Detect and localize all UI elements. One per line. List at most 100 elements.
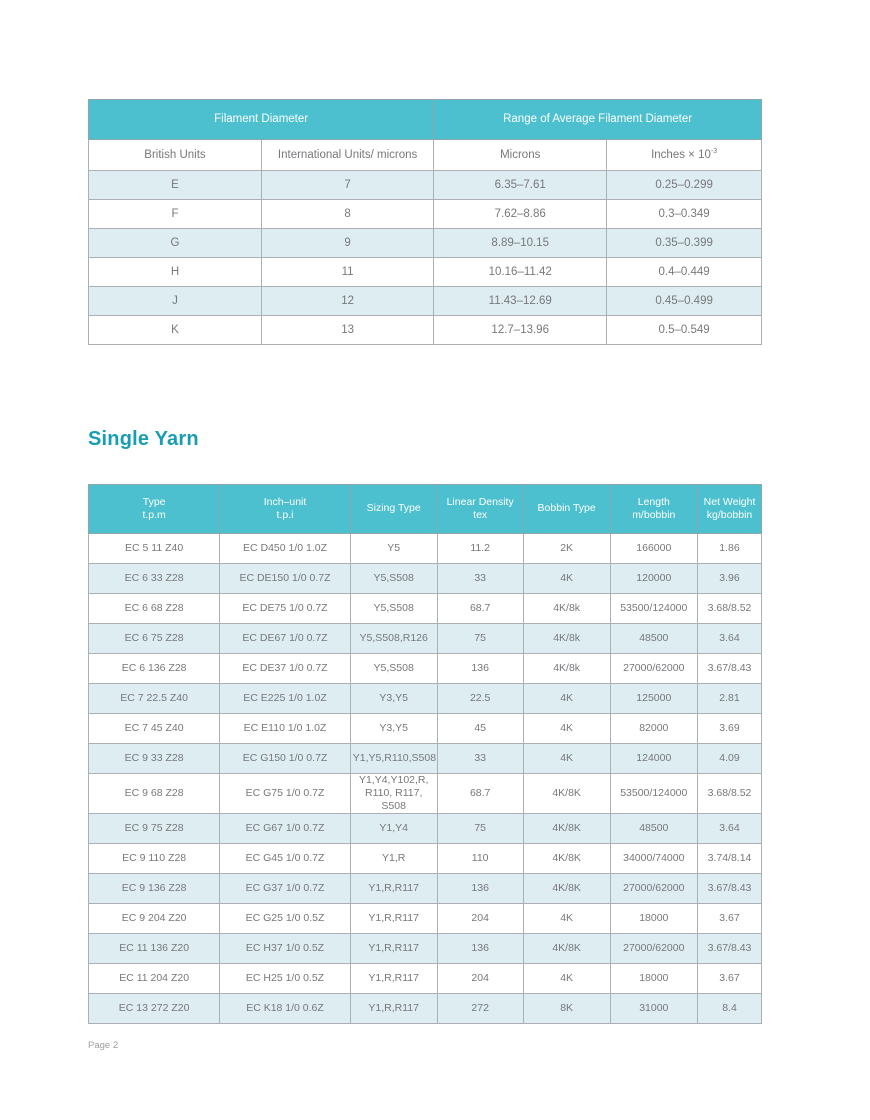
filament-column-header-row: British Units International Units/ micro… <box>88 139 762 171</box>
table-cell: EC DE37 1/0 0.7Z <box>219 653 351 684</box>
table-cell: EC 7 22.5 Z40 <box>87 683 221 714</box>
column-header-linear-density: Linear Density tex <box>436 484 524 534</box>
table-cell: Y1,R,R117 <box>349 963 438 995</box>
table-cell: EC G45 1/0 0.7Z <box>219 843 351 875</box>
table-cell: 27000/62000 <box>609 933 699 965</box>
table-cell: 11.43–12.69 <box>433 286 608 316</box>
table-cell: 48500 <box>609 813 699 845</box>
table-cell: 120000 <box>609 563 699 594</box>
table-cell: 4K <box>522 903 611 935</box>
table-row: EC 11 136 Z20 EC H37 1/0 0.5Z Y1,R,R117 136… <box>87 933 762 965</box>
table-cell: Y1,R,R117 <box>349 993 438 1025</box>
table-row: J 12 11.43–12.69 0.45–0.499 <box>88 286 762 316</box>
table-cell: 136 <box>436 873 524 905</box>
table-row: EC 6 33 Z28 EC DE150 1/0 0.7Z Y5,S508 33 4K 1… <box>87 563 762 594</box>
table-cell: EC G67 1/0 0.7Z <box>219 813 351 845</box>
table-cell: EC 6 33 Z28 <box>87 563 221 594</box>
table-cell: 31000 <box>609 993 699 1025</box>
table-row: EC 9 136 Z28 EC G37 1/0 0.7Z Y1,R,R117 136 4… <box>87 873 762 905</box>
table-cell: 82000 <box>609 713 699 744</box>
column-header-inch-unit-tpi: Inch–unit t.p.i <box>219 484 351 534</box>
page-number: Page 2 <box>88 1040 119 1051</box>
table-cell: Y1,R,R117 <box>349 903 438 935</box>
table-row: EC 6 68 Z28 EC DE75 1/0 0.7Z Y5,S508 68.7 4K… <box>87 593 762 624</box>
table-cell: EC G150 1/0 0.7Z <box>219 743 351 774</box>
table-cell: 3.67/8.43 <box>697 933 762 965</box>
table-cell: 4K/8K <box>522 843 611 875</box>
table-cell: 0.5–0.549 <box>606 315 762 345</box>
table-cell: 272 <box>436 993 524 1025</box>
table-cell: Y1,R,R117 <box>349 873 438 905</box>
table-cell: Y3,Y5 <box>349 683 438 714</box>
table-row: EC 5 11 Z40 EC D450 1/0 1.0Z Y5 11.2 2K 16600… <box>87 533 762 564</box>
table-cell: 4K/8k <box>522 623 611 654</box>
table-cell: 0.35–0.399 <box>606 228 762 258</box>
table-cell: EC E110 1/0 1.0Z <box>219 713 351 744</box>
table-cell: 3.96 <box>697 563 762 594</box>
table-cell: 3.74/8.14 <box>697 843 762 875</box>
table-cell: 6.35–7.61 <box>433 170 608 200</box>
table-row: E 7 6.35–7.61 0.25–0.299 <box>88 170 762 200</box>
column-header-microns: Microns <box>433 139 608 171</box>
table-cell: 110 <box>436 843 524 875</box>
table-cell: 3.67/8.43 <box>697 653 762 684</box>
table-row: EC 9 75 Z28 EC G67 1/0 0.7Z Y1,Y4 75 4K/8K 48… <box>87 813 762 845</box>
table-cell: Y1,Y4 <box>349 813 438 845</box>
inches-label-exponent: -3 <box>710 147 718 155</box>
table-cell: Y5,S508 <box>349 653 438 684</box>
table-row: EC 9 204 Z20 EC G25 1/0 0.5Z Y1,R,R117 204 4… <box>87 903 762 935</box>
table-cell: EC 7 45 Z40 <box>87 713 221 744</box>
table-cell: EC 11 204 Z20 <box>87 963 221 995</box>
inches-label-base: Inches × 10 <box>651 148 711 161</box>
table-cell: H <box>88 257 262 287</box>
table-cell: 4K <box>522 713 611 744</box>
table-cell: 11.2 <box>436 533 524 564</box>
table-cell: K <box>88 315 262 345</box>
table-cell: E <box>88 170 262 200</box>
table-cell: 75 <box>436 813 524 845</box>
table-cell: EC DE67 1/0 0.7Z <box>219 623 351 654</box>
table-cell: 4K <box>522 563 611 594</box>
table-cell: 68.7 <box>436 772 524 815</box>
table-cell: Y3,Y5 <box>349 713 438 744</box>
table-cell: EC 9 75 Z28 <box>87 813 221 845</box>
column-header-bobbin-type: Bobbin Type <box>522 484 611 534</box>
table-cell: 124000 <box>609 743 699 774</box>
table-cell: 8.4 <box>697 993 762 1025</box>
table-row: EC 9 68 Z28 EC G75 1/0 0.7Z Y1,Y4,Y102,R, … <box>87 772 762 815</box>
table-cell: 27000/62000 <box>609 873 699 905</box>
table-cell: 136 <box>436 933 524 965</box>
table-cell: 53500/124000 <box>609 772 699 815</box>
table-cell: 27000/62000 <box>609 653 699 684</box>
table-cell: Y1,R,R117 <box>349 933 438 965</box>
table-cell: Y1,Y4,Y102,R, R110, R117, S508 <box>349 772 438 815</box>
table-cell: 1.86 <box>697 533 762 564</box>
table-cell: 68.7 <box>436 593 524 624</box>
group-header-range-of-average: Range of Average Filament Diameter <box>433 99 762 140</box>
table-cell: 4K/8k <box>522 653 611 684</box>
table-cell: 4K/8K <box>522 813 611 845</box>
table-cell: EC D450 1/0 1.0Z <box>219 533 351 564</box>
table-cell: J <box>88 286 262 316</box>
table-cell: 4K <box>522 683 611 714</box>
table-cell: 4K/8K <box>522 933 611 965</box>
table-cell: EC E225 1/0 1.0Z <box>219 683 351 714</box>
table-cell: 8K <box>522 993 611 1025</box>
table-cell: 3.67 <box>697 903 762 935</box>
table-cell: EC G25 1/0 0.5Z <box>219 903 351 935</box>
table-cell: 4K/8k <box>522 593 611 624</box>
filament-group-header-row: Filament Diameter Range of Average Filam… <box>87 99 762 140</box>
table-cell: EC 9 204 Z20 <box>87 903 221 935</box>
table-cell: EC G75 1/0 0.7Z <box>219 772 351 815</box>
table-cell: 136 <box>436 653 524 684</box>
table-cell: 18000 <box>609 903 699 935</box>
table-row: EC 7 22.5 Z40 EC E225 1/0 1.0Z Y3,Y5 22.5 4K… <box>87 683 762 714</box>
table-cell: 12.7–13.96 <box>433 315 608 345</box>
column-header-british-units: British Units <box>88 139 262 171</box>
table-row: EC 13 272 Z20 EC K18 1/0 0.6Z Y1,R,R117 272… <box>87 993 762 1025</box>
table-cell: 2K <box>522 533 611 564</box>
table-cell: 33 <box>436 743 524 774</box>
table-cell: 22.5 <box>436 683 524 714</box>
table-cell: 2.81 <box>697 683 762 714</box>
